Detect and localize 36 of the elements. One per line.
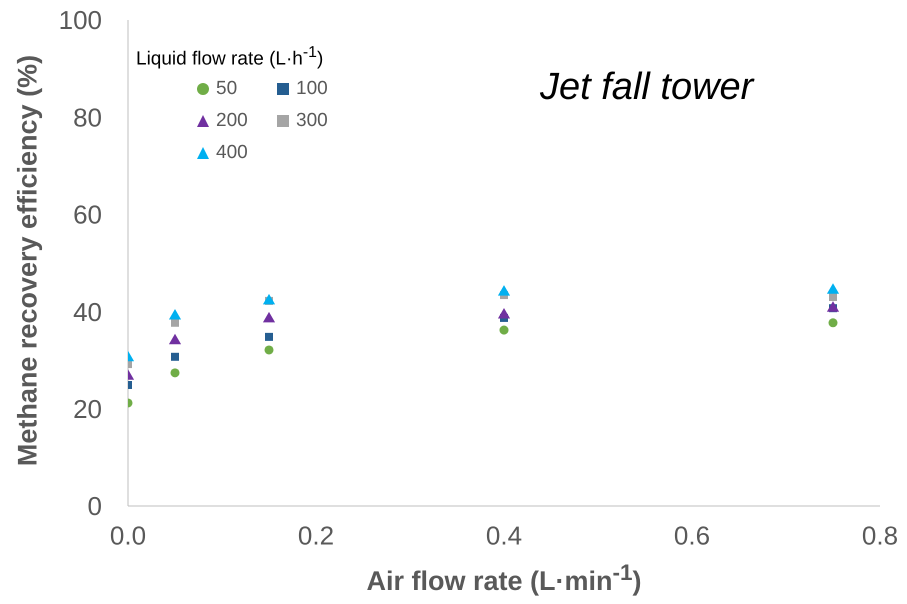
point xyxy=(170,368,180,378)
point xyxy=(171,352,179,361)
x-axis-title: Air flow rate (L·min$^{-1}$) xyxy=(365,560,643,597)
legend-label: 100 xyxy=(296,78,328,100)
point xyxy=(264,345,274,354)
point xyxy=(498,285,510,296)
y-tick-label: 80 xyxy=(73,102,102,132)
legend-label: 50 xyxy=(216,78,238,100)
y-axis-title: Methane recovery efficiency (%) xyxy=(12,54,44,468)
point xyxy=(262,312,276,322)
annotation: Jet fall tower xyxy=(540,66,754,109)
point xyxy=(262,294,276,304)
legend-label: 300 xyxy=(296,110,328,132)
point xyxy=(171,318,179,327)
y-tick-label: 0 xyxy=(88,491,102,522)
x-tick-label: 0.0 xyxy=(110,520,146,550)
point xyxy=(499,326,509,335)
point xyxy=(168,308,182,320)
legend-title: Liquid flow rate (L·h$^{-1}$) xyxy=(136,44,324,70)
x-tick-label: 0.6 xyxy=(674,520,710,550)
legend-label: 400 xyxy=(216,142,248,164)
legend-label: 200 xyxy=(216,110,248,132)
point xyxy=(826,301,840,312)
y-tick-label: 60 xyxy=(73,200,102,230)
point xyxy=(498,308,510,319)
y-tick-label: 20 xyxy=(73,394,102,424)
x-tick-label: 0.4 xyxy=(486,520,522,550)
point xyxy=(265,332,273,341)
point xyxy=(826,283,840,294)
point xyxy=(829,293,837,302)
x-tick-label: 0.2 xyxy=(298,520,334,550)
y-tick-label: 40 xyxy=(73,296,102,327)
point xyxy=(168,334,182,344)
y-tick-label: 100 xyxy=(58,5,102,36)
point xyxy=(828,318,838,328)
x-tick-label: 0.8 xyxy=(862,520,898,550)
